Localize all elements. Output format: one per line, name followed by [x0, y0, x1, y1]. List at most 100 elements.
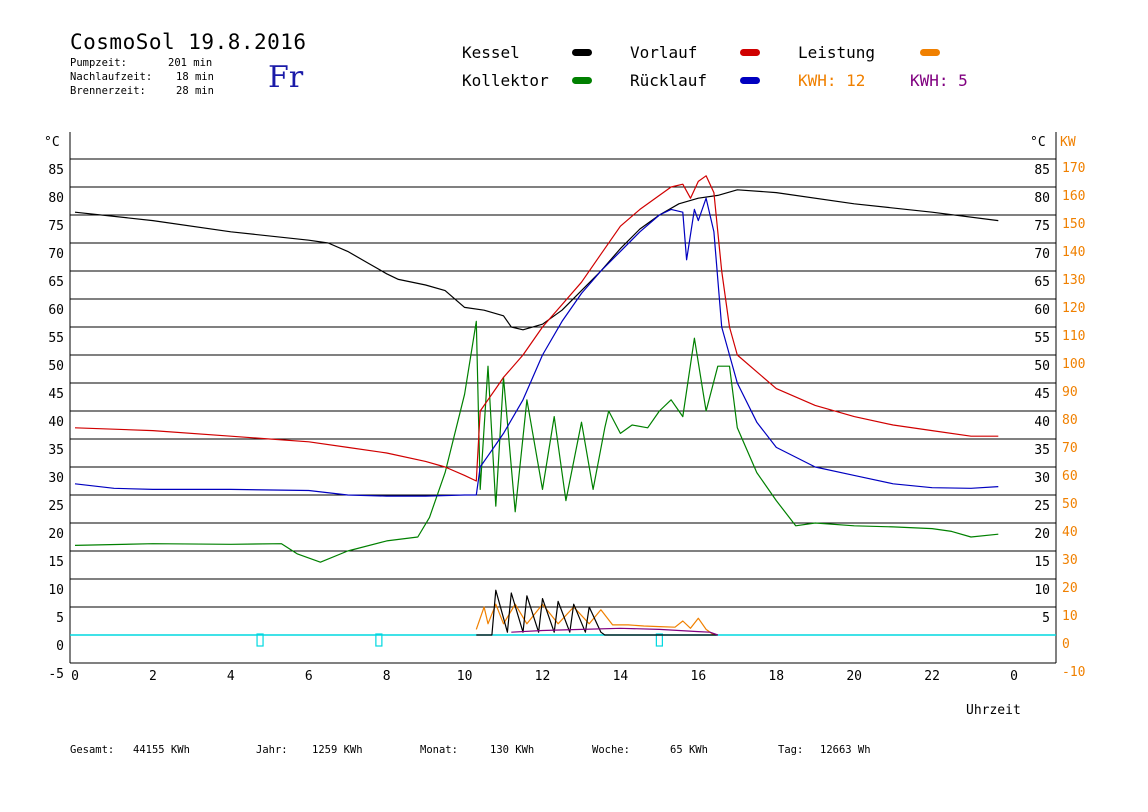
legend-label-vorlauf: Vorlauf	[630, 43, 698, 62]
series-line-kessel	[74, 189, 999, 331]
y-axis-unit-kw: KW	[1060, 135, 1076, 150]
x-tick: 6	[305, 669, 313, 684]
x-tick: 22	[924, 669, 940, 684]
y-tick-left: 45	[48, 387, 64, 402]
x-tick: 0	[71, 669, 79, 684]
y-tick-left: 0	[56, 639, 64, 654]
y-tick-right: 80	[1034, 191, 1050, 206]
baseline-marker	[655, 633, 663, 647]
y-tick-right: 60	[1034, 303, 1050, 318]
y-tick-left: 65	[48, 275, 64, 290]
y-tick-kw: -10	[1062, 665, 1085, 680]
y-tick-right: 85	[1034, 163, 1050, 178]
x-tick: 8	[383, 669, 391, 684]
chart-axes	[69, 132, 1057, 664]
baseline-marker	[256, 633, 264, 647]
chart-tick-labels: °C °C KWUhrzeit858075706560555045403530252…	[44, 135, 1085, 718]
legend-swatch-vorlauf	[740, 49, 760, 56]
y-axis-unit-left: °C	[44, 135, 60, 150]
y-tick-right: 50	[1034, 359, 1050, 374]
y-tick-left: 40	[48, 415, 64, 430]
footer-tag-value: 12663 Wh	[820, 744, 871, 756]
y-tick-kw: 120	[1062, 301, 1085, 316]
y-tick-right: 35	[1034, 443, 1050, 458]
stat-value-pumpzeit: 201 min	[168, 57, 213, 69]
y-tick-left: -5	[48, 667, 64, 682]
y-tick-right: 15	[1034, 555, 1050, 570]
y-tick-left: 35	[48, 443, 64, 458]
y-tick-left: 25	[48, 499, 64, 514]
x-tick: 20	[846, 669, 862, 684]
y-tick-left: 50	[48, 359, 64, 374]
y-axis-unit-right: °C	[1030, 135, 1046, 150]
y-tick-left: 85	[48, 163, 64, 178]
y-tick-right: 30	[1034, 471, 1050, 486]
footer-monat-label: Monat:	[420, 744, 458, 756]
y-tick-left: 10	[48, 583, 64, 598]
x-axis-label: Uhrzeit	[966, 703, 1021, 718]
y-tick-right: 10	[1034, 583, 1050, 598]
stat-label-brennerzeit: Brennerzeit:	[70, 85, 146, 97]
y-tick-left: 70	[48, 247, 64, 262]
footer-tag-label: Tag:	[778, 744, 804, 756]
y-tick-kw: 130	[1062, 273, 1085, 288]
y-tick-kw: 80	[1062, 413, 1078, 428]
legend-swatch-kollektor	[572, 77, 592, 84]
y-tick-kw: 170	[1062, 161, 1085, 176]
stat-value-brennerzeit: 28 min	[176, 85, 214, 97]
footer-jahr-label: Jahr:	[256, 744, 288, 756]
y-tick-left: 20	[48, 527, 64, 542]
series-line-ruecklauf	[74, 197, 999, 497]
y-tick-right: 40	[1034, 415, 1050, 430]
y-tick-kw: 90	[1062, 385, 1078, 400]
weekday-label: Fr	[268, 60, 304, 95]
y-tick-kw: 110	[1062, 329, 1085, 344]
y-tick-kw: 160	[1062, 189, 1085, 204]
y-tick-right: 65	[1034, 275, 1050, 290]
y-tick-left: 30	[48, 471, 64, 486]
y-tick-left: 75	[48, 219, 64, 234]
y-tick-kw: 40	[1062, 525, 1078, 540]
x-tick: 18	[768, 669, 784, 684]
legend-label-ruecklauf: Rücklauf	[630, 71, 708, 90]
footer-jahr-value: 1259 KWh	[312, 744, 363, 756]
y-tick-kw: 150	[1062, 217, 1085, 232]
stat-label-pumpzeit: Pumpzeit:	[70, 57, 127, 69]
x-tick: 16	[691, 669, 707, 684]
y-tick-right: 20	[1034, 527, 1050, 542]
legend-label-kessel: Kessel	[462, 43, 520, 62]
y-tick-kw: 50	[1062, 497, 1078, 512]
legend-swatch-ruecklauf	[740, 77, 760, 84]
page-title: CosmoSol 19.8.2016	[70, 30, 307, 54]
y-tick-left: 80	[48, 191, 64, 206]
y-tick-kw: 30	[1062, 553, 1078, 568]
footer-monat-value: 130 KWh	[490, 744, 535, 756]
y-tick-right: 70	[1034, 247, 1050, 262]
series-line-vorlauf	[74, 175, 999, 482]
legend-kwh-total: KWH: 12	[798, 71, 866, 90]
y-tick-kw: 60	[1062, 469, 1078, 484]
y-tick-left: 55	[48, 331, 64, 346]
series-line-kollektor	[74, 320, 999, 563]
y-tick-kw: 20	[1062, 581, 1078, 596]
y-tick-left: 5	[56, 611, 64, 626]
y-tick-right: 55	[1034, 331, 1050, 346]
x-tick: 12	[535, 669, 551, 684]
legend-label-leistung: Leistung	[798, 43, 876, 62]
footer-woche-label: Woche:	[592, 744, 630, 756]
baseline-marker	[375, 633, 383, 647]
series-line-kessel	[476, 589, 718, 636]
series-line-kwh2	[511, 627, 719, 636]
y-tick-kw: 100	[1062, 357, 1085, 372]
legend-kwh-secondary: KWH: 5	[910, 71, 968, 90]
y-tick-left: 15	[48, 555, 64, 570]
x-tick: 10	[457, 669, 473, 684]
y-tick-kw: 0	[1062, 637, 1070, 652]
legend-swatch-leistung	[920, 49, 940, 56]
stat-label-nachlaufzeit: Nachlaufzeit:	[70, 71, 153, 83]
footer-woche-value: 65 KWh	[670, 744, 708, 756]
x-tick: 4	[227, 669, 235, 684]
series-line-leistung	[475, 603, 715, 636]
x-tick: 14	[613, 669, 629, 684]
